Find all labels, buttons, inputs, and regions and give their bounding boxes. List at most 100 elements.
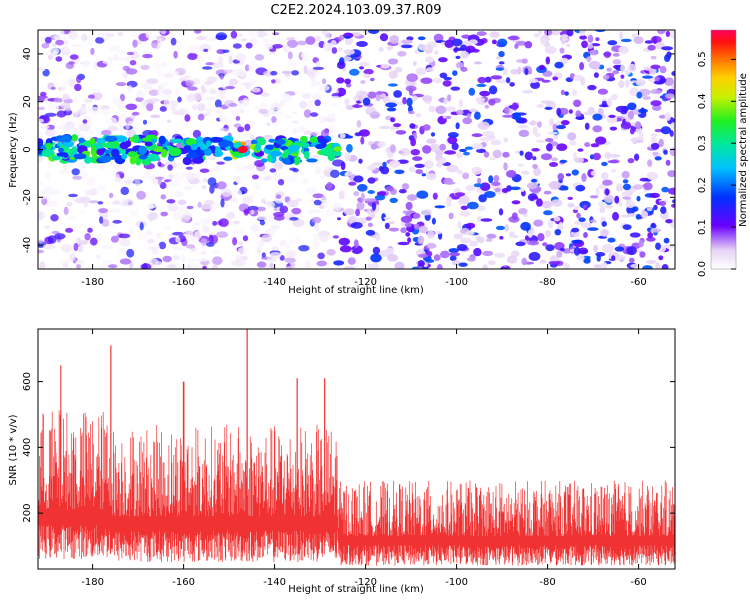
spectrogram-cell: [604, 152, 612, 159]
spectrogram-cell: [234, 258, 247, 268]
spectrogram-cell: [118, 246, 126, 255]
spectrogram-cell: [605, 204, 613, 209]
spectrogram-cell: [163, 88, 173, 95]
spectrogram-cell: [270, 70, 278, 76]
colorbar: 0.0 0.1 0.2 0.3 0.4 0.5 Normalized spectral a…: [697, 29, 749, 277]
spectrogram-cell: [254, 231, 261, 238]
spectrogram-cell: [303, 130, 313, 136]
spectrogram-cell: [653, 204, 658, 211]
spectrogram-cell: [566, 30, 574, 37]
spectrogram-cell: [614, 246, 625, 252]
signal-band-cell: [144, 141, 153, 147]
spectrogram-cell: [269, 252, 282, 259]
spectrogram-cell: [590, 143, 600, 148]
spectrogram-cell: [426, 230, 435, 239]
spectrogram-cell: [550, 199, 563, 207]
spectrogram-cell: [302, 93, 311, 99]
spectrogram-cell: [358, 129, 370, 137]
signal-band-cell: [96, 148, 105, 156]
spectrogram-cell: [636, 195, 641, 202]
spectrogram-cell: [571, 227, 580, 233]
spectrogram-cell: [612, 59, 622, 65]
spectrogram-cell: [181, 61, 186, 70]
signal-band-cell: [57, 141, 63, 147]
spectrogram-cell: [465, 222, 476, 229]
spectrogram-cell: [488, 85, 498, 95]
spectrogram-cell: [447, 136, 458, 145]
spectrogram-cell: [353, 175, 364, 183]
spectrogram-cell: [451, 142, 459, 151]
spectrogram-cell: [194, 172, 201, 179]
spectrogram-cell: [576, 212, 581, 219]
spectrogram-cell: [159, 106, 167, 112]
spectrogram-cell: [363, 73, 371, 78]
spectrogram-cell: [577, 148, 584, 152]
spectrogram-cell: [382, 161, 387, 168]
spectrogram-cell: [671, 71, 675, 76]
spectrogram-cell: [394, 67, 403, 73]
snr-y-tick-label: 400: [22, 438, 33, 457]
signal-band-cell: [132, 134, 140, 144]
spectrogram-y-ticks: -40 -20 0 20 40: [22, 48, 675, 253]
spectrogram-cell: [401, 44, 413, 49]
spectrogram-cell: [61, 83, 68, 92]
signal-band-cell: [304, 151, 310, 160]
spectrogram-cell: [135, 96, 144, 102]
spectrogram-cell: [367, 190, 376, 194]
spectrogram-cell: [529, 78, 538, 84]
signal-band-cell: [146, 153, 160, 162]
spectrogram-cell: [414, 163, 425, 168]
spectrogram-cell: [41, 197, 48, 206]
spectrogram-cell: [629, 257, 635, 263]
spectrogram-cell: [356, 201, 365, 211]
spectrogram-cell: [595, 136, 607, 145]
signal-band-cell: [205, 140, 212, 147]
spectrogram-cell: [612, 211, 619, 221]
spectrogram-cell: [506, 255, 518, 264]
spectrogram-cell: [415, 67, 427, 76]
spectrogram-cell: [38, 211, 45, 221]
spectrogram-cell: [233, 220, 241, 224]
spectrogram-cell: [279, 255, 285, 261]
signal-band-cell: [168, 147, 182, 157]
spectrogram-cell: [393, 90, 402, 98]
spectrogram-cell: [650, 89, 663, 95]
spectrogram-cell: [291, 70, 299, 76]
spectrogram-cell: [661, 264, 669, 269]
spectrogram-cell: [524, 67, 529, 76]
spectrogram-cell: [66, 202, 73, 207]
spectrogram-cell: [283, 242, 291, 249]
spectrogram-cell: [68, 61, 75, 65]
spectrogram-cell: [338, 237, 350, 246]
spectrogram-cell: [353, 239, 359, 249]
spectrogram-cell: [319, 175, 326, 180]
spectrogram-cell: [596, 254, 601, 262]
spectrogram-cell: [344, 78, 351, 85]
spectrogram-cell: [652, 151, 659, 156]
spectrogram-cell: [303, 109, 312, 118]
spectrogram-cell: [557, 173, 565, 181]
spectrogram-cell: [650, 64, 661, 70]
spectrogram-cell: [389, 197, 398, 204]
figure-title: C2E2.2024.103.09.37.R09: [270, 3, 441, 18]
spectrogram-cell: [343, 266, 356, 269]
spectrogram-cell: [149, 258, 159, 267]
spectrogram-cell: [479, 90, 491, 97]
spectrogram-cell: [522, 90, 534, 94]
spectrogram-cell: [561, 120, 570, 126]
spectrogram-cell: [322, 42, 328, 52]
signal-band-cell: [190, 143, 198, 151]
spectrogram-cell: [146, 169, 151, 177]
spectrogram-cell: [426, 138, 437, 144]
spectrogram-cell: [360, 136, 365, 145]
signal-band-cell: [89, 137, 96, 146]
spectrogram-cell: [493, 175, 500, 183]
signal-band-cell: [288, 144, 300, 152]
spectrogram-cell: [479, 137, 492, 142]
spectrogram-cell: [518, 208, 528, 215]
spectrogram-cell: [465, 184, 477, 192]
spectrogram-cell: [127, 85, 133, 93]
spectrogram-cell: [491, 39, 497, 45]
spectrogram-cell: [494, 187, 501, 193]
spectrogram-cell: [526, 182, 538, 190]
